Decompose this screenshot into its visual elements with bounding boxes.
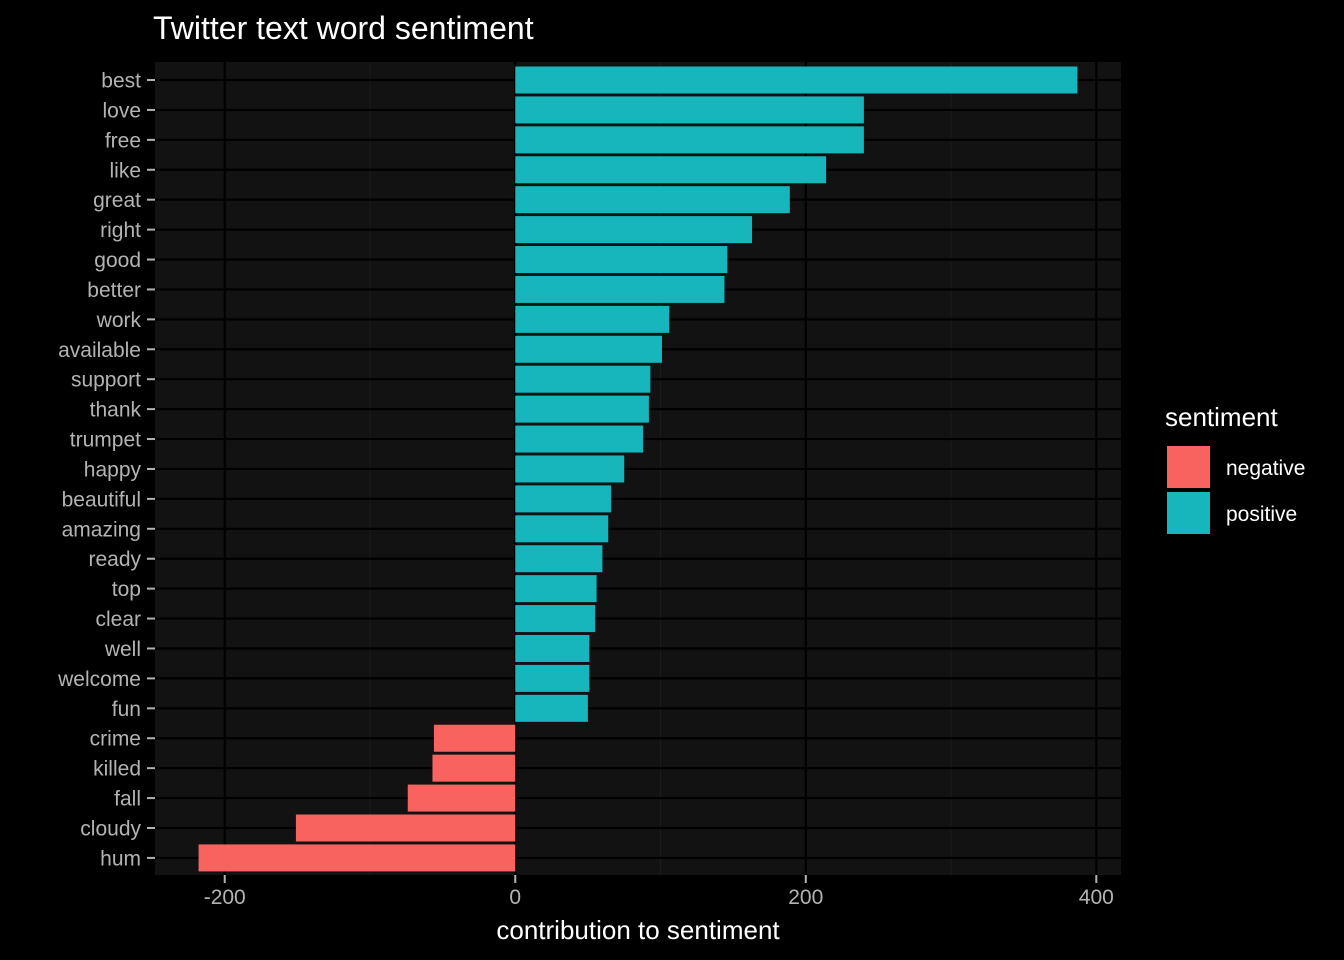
bar-available	[515, 335, 662, 363]
bar-better	[515, 275, 725, 303]
y-tick-label-well: well	[104, 638, 141, 661]
bar-crime	[433, 724, 516, 752]
y-tick-label-fall: fall	[114, 788, 141, 811]
x-axis: -200 0 200 400	[204, 875, 1114, 909]
bar-amazing	[515, 515, 609, 543]
x-tick-label: 400	[1079, 886, 1114, 909]
bar-killed	[432, 754, 516, 782]
y-tick-label-free: free	[105, 129, 141, 152]
x-tick-label: 0	[509, 886, 521, 909]
bar-good	[515, 246, 728, 274]
y-tick-label-support: support	[71, 369, 141, 392]
x-tick-label: 200	[788, 886, 823, 909]
x-axis-label: contribution to sentiment	[496, 915, 780, 945]
y-tick-label-cloudy: cloudy	[80, 818, 141, 841]
legend-key-negative	[1167, 446, 1210, 488]
bar-free	[515, 126, 864, 154]
bar-hum	[198, 844, 516, 872]
bar-trumpet	[515, 425, 644, 453]
bars	[198, 66, 1078, 872]
bar-work	[515, 305, 670, 333]
y-tick-label-happy: happy	[84, 458, 142, 481]
y-tick-label-work: work	[96, 309, 142, 332]
y-tick-label-welcome: welcome	[57, 668, 141, 691]
bar-cloudy	[295, 814, 516, 842]
y-tick-label-good: good	[94, 249, 141, 272]
x-tick-label: -200	[204, 886, 246, 909]
bar-thank	[515, 395, 649, 423]
y-tick-label-trumpet: trumpet	[70, 429, 141, 452]
bar-right	[515, 216, 753, 244]
y-axis: best love free like great right good better work…	[57, 70, 155, 870]
chart-title: Twitter text word sentiment	[153, 10, 534, 46]
y-tick-label-amazing: amazing	[62, 518, 141, 541]
bar-ready	[515, 545, 603, 573]
bar-like	[515, 156, 827, 184]
y-tick-label-thank: thank	[90, 399, 142, 422]
bar-great	[515, 186, 790, 214]
y-tick-label-hum: hum	[100, 847, 141, 870]
legend-label-positive: positive	[1226, 503, 1297, 526]
y-tick-label-available: available	[58, 339, 141, 362]
bar-clear	[515, 605, 596, 633]
y-tick-label-killed: killed	[93, 758, 141, 781]
bar-welcome	[515, 664, 590, 692]
y-tick-label-beautiful: beautiful	[62, 488, 141, 511]
y-tick-label-crime: crime	[90, 728, 141, 751]
y-tick-label-ready: ready	[88, 548, 141, 571]
y-tick-label-right: right	[100, 219, 141, 242]
legend-key-positive	[1167, 492, 1210, 534]
y-tick-label-better: better	[87, 279, 141, 302]
y-tick-label-best: best	[101, 70, 141, 93]
bar-love	[515, 96, 864, 124]
y-tick-label-top: top	[112, 578, 141, 601]
y-tick-label-great: great	[93, 189, 141, 212]
bar-happy	[515, 455, 625, 483]
legend-title: sentiment	[1165, 402, 1278, 432]
legend-label-negative: negative	[1226, 457, 1305, 480]
bar-well	[515, 634, 590, 662]
bar-fall	[407, 784, 516, 812]
y-tick-label-like: like	[109, 159, 141, 182]
bar-beautiful	[515, 485, 612, 513]
legend: sentiment negative positive	[1165, 402, 1305, 534]
y-tick-label-fun: fun	[112, 698, 141, 721]
bar-best	[515, 66, 1078, 94]
y-tick-label-clear: clear	[95, 608, 141, 631]
bar-fun	[515, 694, 588, 722]
bar-top	[515, 575, 597, 603]
y-tick-label-love: love	[102, 99, 141, 122]
bar-support	[515, 365, 651, 393]
